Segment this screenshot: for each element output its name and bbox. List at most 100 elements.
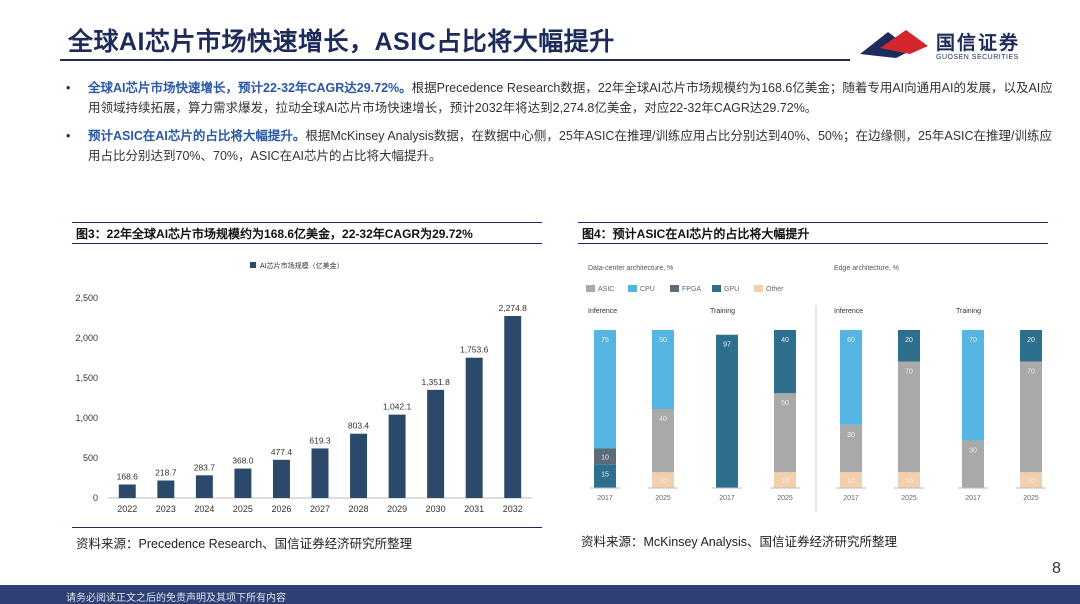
title-divider — [60, 59, 850, 61]
x-tick-label: 2030 — [426, 504, 446, 514]
x-tick-label: 2031 — [464, 504, 484, 514]
bar — [118, 484, 136, 498]
segment-label: 10 — [1027, 478, 1035, 485]
segment-label: 10 — [905, 478, 913, 485]
bar-data-label: 168.6 — [117, 472, 139, 482]
bullet-dot-icon: • — [66, 129, 71, 143]
stacked-segment — [840, 472, 862, 488]
x-tick-label: 2023 — [156, 504, 176, 514]
y-tick-label: 0 — [93, 493, 98, 503]
bar-data-label: 218.7 — [155, 468, 177, 478]
logo-name: 国信证券 — [936, 33, 1021, 54]
segment-label: 10 — [781, 478, 789, 485]
logo-subtitle: GUOSEN SECURITIES — [936, 54, 1019, 61]
segment-label: 70 — [1027, 369, 1035, 376]
bar — [465, 357, 483, 498]
segment-label: 50 — [781, 400, 789, 407]
bullet-lead: 全球AI芯片市场快速增长，预计22-32年CAGR达29.72%。 — [88, 81, 412, 95]
asic-share-stacked-chart: Data-center architecture, % Edge architec… — [586, 265, 1046, 512]
group-title: Data-center architecture, % — [588, 265, 673, 272]
stacked-segment — [716, 334, 738, 488]
stacked-segment — [774, 330, 796, 394]
bullet-item: • 全球AI芯片市场快速增长，预计22-32年CAGR达29.72%。根据Pre… — [62, 78, 1057, 118]
stacked-segment — [1020, 330, 1042, 362]
segment-label: 30 — [969, 448, 977, 455]
bar — [234, 468, 252, 498]
bar — [311, 448, 329, 498]
figure3-bottom-rule — [72, 527, 542, 528]
segment-label: 20 — [1027, 337, 1035, 344]
stacked-segment — [840, 330, 862, 425]
figure4-title: 图4：预计ASIC在AI芯片的占比将大幅提升 — [578, 222, 1048, 244]
bar-data-label: 283.7 — [194, 462, 216, 472]
bar-data-label: 2,274.8 — [499, 303, 528, 313]
stacked-segment — [898, 330, 920, 362]
x-tick-label: 2025 — [1023, 495, 1039, 502]
legend-label: FPGA — [682, 286, 701, 293]
bar-data-label: 1,351.8 — [421, 377, 450, 387]
stacked-segment — [1020, 361, 1042, 473]
stacked-segment — [652, 472, 674, 488]
x-tick-label: 2026 — [271, 504, 291, 514]
bullet-text: 根据McKinsey Analysis数据，在数据中心侧，25年ASIC在推理/… — [88, 129, 1053, 163]
bar-data-label: 368.0 — [232, 456, 254, 466]
x-tick-label: 2029 — [387, 504, 407, 514]
x-tick-label: 2017 — [597, 495, 613, 502]
bullet-list: • 全球AI芯片市场快速增长，预计22-32年CAGR达29.72%。根据Pre… — [62, 78, 1057, 174]
segment-label: 75 — [601, 337, 609, 344]
bar — [157, 480, 175, 498]
legend-swatch — [712, 285, 721, 292]
legend-swatch — [628, 285, 637, 292]
stacked-segment — [898, 361, 920, 473]
bar — [504, 316, 522, 498]
panel-title: Training — [710, 308, 735, 315]
stacked-segment — [962, 330, 984, 441]
y-tick-label: 2,000 — [75, 333, 98, 343]
stacked-segment — [594, 330, 616, 449]
segment-label: 60 — [847, 337, 855, 344]
legend-label: ASIC — [598, 286, 614, 293]
stacked-segment — [652, 409, 674, 473]
stacked-segment — [594, 464, 616, 488]
logo-mark-icon — [860, 30, 928, 58]
stacked-segment — [774, 472, 796, 488]
segment-label: 97 — [723, 342, 731, 349]
bar-data-label: 619.3 — [309, 435, 331, 445]
x-tick-label: 2024 — [194, 504, 214, 514]
panel-title: Inference — [588, 308, 617, 315]
legend-swatch — [250, 262, 256, 268]
figure3-source: 资料来源：Precedence Research、国信证券经济研究所整理 — [76, 537, 413, 551]
segment-label: 15 — [601, 471, 609, 478]
legend-swatch — [586, 285, 595, 292]
bullet-item: • 预计ASIC在AI芯片的占比将大幅提升。根据McKinsey Analysi… — [62, 126, 1057, 166]
y-tick-label: 500 — [83, 453, 98, 463]
segment-label: 10 — [659, 478, 667, 485]
legend-label: GPU — [724, 286, 739, 293]
segment-label: 50 — [659, 337, 667, 344]
figure4-source: 资料来源：McKinsey Analysis、国信证券经济研究所整理 — [581, 535, 898, 549]
y-tick-label: 1,500 — [75, 373, 98, 383]
bar-data-label: 1,042.1 — [383, 402, 412, 412]
y-tick-label: 1,000 — [75, 413, 98, 423]
legend-swatch — [670, 285, 679, 292]
x-tick-label: 2017 — [719, 495, 735, 502]
bullet-lead: 预计ASIC在AI芯片的占比将大幅提升。 — [88, 129, 306, 143]
legend-label: Other — [766, 286, 784, 293]
page-number: 8 — [1052, 560, 1061, 577]
stacked-segment — [840, 424, 862, 473]
segment-label: 10 — [847, 478, 855, 485]
page-title: 全球AI芯片市场快速增长，ASIC占比将大幅提升 — [68, 28, 615, 56]
group-title: Edge architecture, % — [834, 265, 899, 272]
legend-label: CPU — [640, 286, 655, 293]
footer-bar — [0, 585, 1080, 604]
footer-disclaimer: 请务必阅读正文之后的免责声明及其项下所有内容 — [66, 593, 286, 604]
x-tick-label: 2028 — [349, 504, 369, 514]
segment-label: 30 — [847, 432, 855, 439]
panel-title: Inference — [834, 308, 863, 315]
bar — [427, 389, 445, 498]
bar — [195, 475, 213, 498]
panel-title: Training — [956, 308, 981, 315]
bar-data-label: 803.4 — [348, 421, 370, 431]
bar — [272, 459, 290, 498]
market-size-bar-chart: AI芯片市场规模（亿美金） 0 500 1,000 1,500 2,000 2,500 168… — [75, 261, 532, 514]
